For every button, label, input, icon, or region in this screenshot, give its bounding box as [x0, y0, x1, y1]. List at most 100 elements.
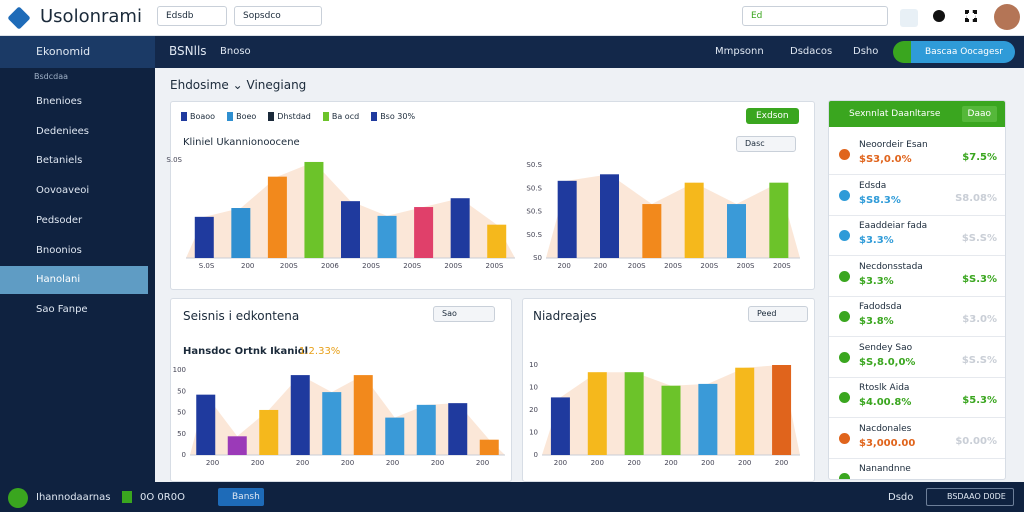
list-item[interactable]: Necdonsstada $3.3% $S.3% [829, 257, 1005, 297]
section: Ekonomid [0, 36, 155, 68]
crumb[interactable]: Vinegiang [246, 78, 307, 92]
app-name: Usolonrami [40, 6, 142, 27]
user: Ihannodaarnas [36, 492, 111, 503]
tab[interactable]: Bansh [218, 488, 264, 506]
icon[interactable] [933, 10, 945, 22]
crumb[interactable]: Ehdosime [170, 78, 229, 92]
item-value: $3.3% [859, 275, 894, 287]
bottom-bar: Ihannodaarnas 0O 0R0O Bansh Dsdo BSDAAO … [0, 482, 1024, 512]
item-change: $7.5% [962, 152, 997, 163]
nav-item[interactable]: Bnoonios [36, 244, 82, 256]
sidebar: Ekonomid Bsdcdaa Bnenioes Dedeniees Betani… [0, 36, 155, 482]
item-name: Neoordeir Esan [859, 140, 928, 150]
filter[interactable]: Sao [433, 306, 495, 322]
item-name: Eaaddeiar fada [859, 221, 928, 231]
panel: Boaoo Boeo Dhstdad Ba ocd Bso 30% Exdson Kli… [170, 101, 815, 290]
item-change: $S.S% [961, 354, 997, 366]
list-item[interactable]: Neoordeir Esan $S3,0.0% $7.5% [829, 135, 1005, 175]
link[interactable]: Dsdo [888, 492, 914, 503]
icon [839, 230, 850, 241]
subtitle: Hansdoc Ortnk Ikaniol [183, 346, 309, 357]
button[interactable]: Exdson [746, 108, 799, 124]
link[interactable]: Mmpsonn [715, 46, 764, 57]
icon [839, 189, 850, 201]
group-label: Bsdcdaa [34, 72, 69, 81]
item-name: Sendey Sao [859, 342, 913, 353]
icon[interactable] [965, 10, 977, 22]
breadcrumb: Ehdosime ⌄ Vinegiang [170, 78, 307, 92]
icon [839, 311, 850, 322]
nav-item[interactable]: Bnenioes [36, 96, 82, 107]
item-change: $5.3% [962, 395, 997, 406]
avatar[interactable] [994, 4, 1020, 30]
list-item[interactable]: Eaaddeiar fada $3.3% $S.S% [829, 216, 1005, 256]
item-change: $S.S% [961, 233, 997, 244]
item-value: $4.00.8% [859, 397, 912, 408]
item-name: Rtoslk Aida [859, 383, 910, 393]
nav-item[interactable]: Dedeniees [36, 125, 89, 137]
button[interactable]: Bascaa Oocagesr [893, 41, 1015, 63]
item-name: Nacdonales [859, 423, 912, 434]
list-panel: Sexnnlat Daanltarse Daao Neoordeir Esan $S… [828, 100, 1006, 480]
item-name: Necdonsstada [859, 261, 923, 272]
item-change: S8.08% [955, 192, 997, 204]
icon [839, 270, 850, 282]
item-value: $S3,0.0% [859, 154, 912, 165]
nav-item[interactable]: Betaniels [36, 155, 83, 167]
icon [839, 432, 850, 444]
item-change: $0.00% [955, 435, 997, 447]
icon [839, 351, 850, 363]
item-name: Nanandnne [859, 464, 911, 474]
search-box[interactable]: Ed [742, 6, 888, 26]
nav-item[interactable]: Hanolani [0, 266, 148, 295]
item-value: $3,000.00 [859, 437, 916, 449]
icon[interactable] [900, 9, 918, 27]
filter[interactable]: Dasc [736, 136, 796, 152]
list-item[interactable]: Edsda $S8.3% S8.08% [829, 176, 1005, 216]
button[interactable]: Daao [961, 106, 997, 122]
header: BSNlls Bnoso Mmpsonn Dsdacos Dsho Bascaa… [155, 36, 1024, 68]
legend: Boaoo Boeo Dhstdad Ba ocd Bso 30% [181, 112, 427, 121]
button[interactable]: BSDAAO D0DE [926, 488, 1014, 506]
panel: Niadreajes Peed [522, 298, 815, 482]
item-value: $3.3% [859, 235, 894, 246]
item-value: $S8.3% [859, 194, 901, 206]
list-header: Sexnnlat Daanltarse Daao [829, 101, 1005, 127]
list-item[interactable]: Nacdonales $3,000.00 $0.00% [829, 419, 1005, 459]
panel-title: Niadreajes [533, 309, 597, 323]
icon [839, 392, 850, 403]
legend-entry: Dhstdad [268, 112, 311, 121]
icon [122, 491, 132, 503]
list-item[interactable]: Fadodsda $3.8% $3.0% [829, 297, 1005, 337]
legend-entry: Ba ocd [322, 112, 360, 121]
icon [839, 473, 850, 479]
legend-entry: Bso 30% [371, 112, 416, 121]
nav-item[interactable]: Oovoaveoi [36, 185, 90, 197]
list-item[interactable]: Rtoslk Aida $4.00.8% $5.3% [829, 378, 1005, 418]
item-value: $3.8% [859, 316, 894, 327]
link[interactable]: Dsho [853, 46, 879, 57]
legend-entry: Boeo [227, 112, 257, 121]
status: 0O 0R0O [140, 492, 185, 503]
item-change: $3.0% [962, 314, 997, 325]
link[interactable]: Dsdacos [790, 46, 833, 57]
panel-title: Kliniel Ukannionoocene [183, 137, 300, 148]
item-value: $S,8.0,0% [859, 356, 916, 368]
panel: Seisnis i edkontena Sao Hansdoc Ortnk Ik… [170, 298, 512, 482]
list-title: Sexnnlat Daanltarse [849, 109, 941, 119]
filter[interactable]: Sopsdco [234, 6, 322, 26]
item-change: $S.3% [962, 273, 997, 285]
filter[interactable]: Peed [748, 306, 808, 322]
list-item[interactable]: Sendey Sao $S,8.0,0% $S.S% [829, 338, 1005, 378]
dropdown[interactable]: Edsdb [157, 6, 227, 26]
tab[interactable]: Bnoso [220, 46, 251, 57]
nav-item[interactable]: Pedsoder [36, 214, 83, 226]
top-bar: Usolonrami Edsdb Sopsdco Ed [0, 0, 1024, 36]
list-item[interactable]: Nanandnne [829, 459, 1005, 479]
item-name: Edsda [859, 180, 887, 191]
panel-title: Seisnis i edkontena [183, 309, 300, 323]
nav-item[interactable]: Sao Fanpe [36, 303, 88, 315]
tab[interactable]: BSNlls [169, 44, 207, 58]
